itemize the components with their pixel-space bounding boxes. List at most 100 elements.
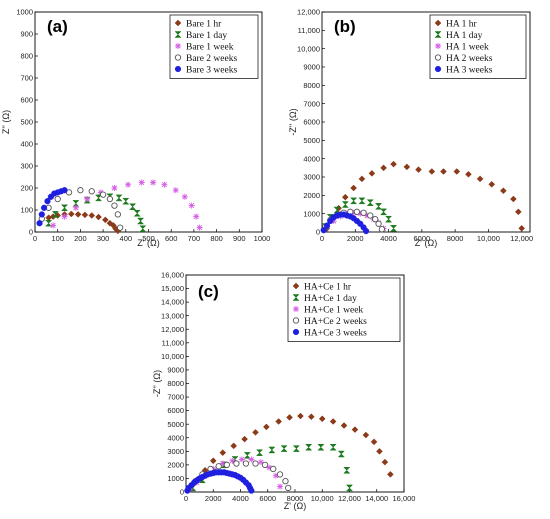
- data-point: [500, 187, 507, 195]
- y-tick-label: 5000: [167, 420, 184, 429]
- data-point: [72, 204, 79, 211]
- data-point: [286, 414, 293, 421]
- data-point: [233, 460, 240, 467]
- legend-entry: HA+Ce 1 week: [304, 305, 363, 315]
- x-tick-label: 4000: [232, 494, 249, 503]
- data-point: [510, 195, 517, 203]
- data-point: [488, 180, 496, 188]
- y-tick-label: 10,000: [297, 44, 320, 53]
- legend-entry: Bare 1 day: [186, 31, 227, 41]
- legend-box: [429, 14, 527, 79]
- series-5: [320, 211, 370, 235]
- x-axis-label: Z' (Ω): [284, 501, 306, 511]
- data-point: [358, 175, 366, 183]
- data-point: [40, 204, 48, 211]
- x-tick-label: 200: [74, 234, 87, 243]
- y-tick-label: 14,000: [161, 298, 184, 307]
- x-tick-label: 1000: [254, 234, 271, 243]
- y-tick-label: 11,000: [162, 338, 184, 347]
- data-point: [345, 484, 354, 492]
- data-point: [242, 460, 250, 467]
- y-tick-label: 900: [20, 30, 33, 39]
- x-tick-label: 8000: [447, 234, 464, 243]
- legend-marker: [435, 43, 441, 49]
- data-point: [114, 211, 122, 218]
- data-point: [318, 415, 326, 423]
- data-point: [115, 194, 123, 202]
- y-tick-label: 0: [180, 488, 184, 497]
- data-point: [329, 418, 337, 425]
- data-point: [353, 208, 361, 215]
- data-point: [358, 197, 366, 205]
- data-point: [238, 456, 245, 463]
- y-tick-label: 11,000: [298, 26, 320, 35]
- data-point: [129, 203, 137, 210]
- data-point: [138, 179, 145, 186]
- data-point: [61, 213, 68, 220]
- x-tick-label: 6000: [413, 234, 430, 243]
- data-point: [390, 160, 397, 168]
- data-point: [67, 210, 75, 218]
- legend-entry: Bare 1 week: [186, 42, 234, 52]
- x-tick-label: 10,000: [477, 234, 500, 243]
- data-point: [139, 225, 147, 232]
- data-point: [215, 463, 222, 470]
- data-point: [209, 457, 217, 465]
- data-point: [337, 450, 345, 458]
- data-point: [74, 211, 82, 218]
- x-tick-label: 0: [184, 494, 188, 503]
- y-tick-label: 700: [20, 74, 33, 83]
- legend-marker: [434, 19, 442, 27]
- y-tick-label: 7000: [167, 393, 184, 402]
- x-tick-label: 700: [188, 234, 201, 243]
- y-tick-label: 0: [29, 228, 33, 237]
- data-point: [387, 471, 394, 478]
- data-point: [277, 483, 284, 490]
- data-point: [60, 204, 69, 212]
- data-point: [275, 418, 283, 425]
- y-tick-label: 13,000: [161, 311, 184, 320]
- legend-entry: HA 1 hr: [446, 19, 477, 29]
- data-point: [61, 187, 68, 194]
- data-point: [181, 193, 188, 200]
- y-tick-label: 400: [20, 140, 33, 149]
- data-point: [248, 456, 255, 463]
- y-tick-label: 9000: [303, 63, 320, 72]
- y-tick-label: 8000: [303, 81, 320, 90]
- legend-marker: [434, 54, 442, 61]
- data-point: [285, 484, 292, 492]
- x-axis-label: Z' (Ω): [415, 238, 437, 248]
- data-point: [381, 458, 389, 466]
- data-point: [88, 188, 95, 195]
- data-point: [350, 197, 358, 205]
- y-tick-label: 1000: [167, 474, 184, 483]
- data-point: [133, 210, 141, 217]
- data-point: [150, 179, 157, 186]
- data-point: [51, 211, 60, 218]
- data-point: [360, 209, 367, 216]
- data-point: [282, 477, 289, 485]
- legend-marker: [292, 294, 300, 301]
- data-point: [72, 200, 80, 207]
- x-tick-label: 100: [51, 234, 64, 243]
- chart-panel-3: 0 2000 4000 6000 8000 10,000 12,000 14,000 16,00…: [152, 271, 415, 511]
- y-tick-label: 800: [20, 52, 33, 61]
- data-point: [362, 431, 370, 439]
- series-1: [45, 210, 122, 235]
- x-tick-label: 600: [165, 234, 178, 243]
- legend-entry: HA 2 weeks: [446, 54, 493, 64]
- x-tick-label: 500: [142, 234, 155, 243]
- legend-box: [287, 277, 401, 342]
- data-point: [270, 465, 277, 473]
- x-tick-label: 2000: [347, 234, 364, 243]
- series-5: [184, 469, 255, 494]
- data-point: [45, 214, 52, 222]
- x-tick-label: 800: [210, 234, 223, 243]
- data-point: [88, 212, 96, 219]
- x-tick-label: 2000: [205, 494, 222, 503]
- series-3: [50, 179, 203, 231]
- legend-entry: Bare 2 weeks: [186, 54, 237, 64]
